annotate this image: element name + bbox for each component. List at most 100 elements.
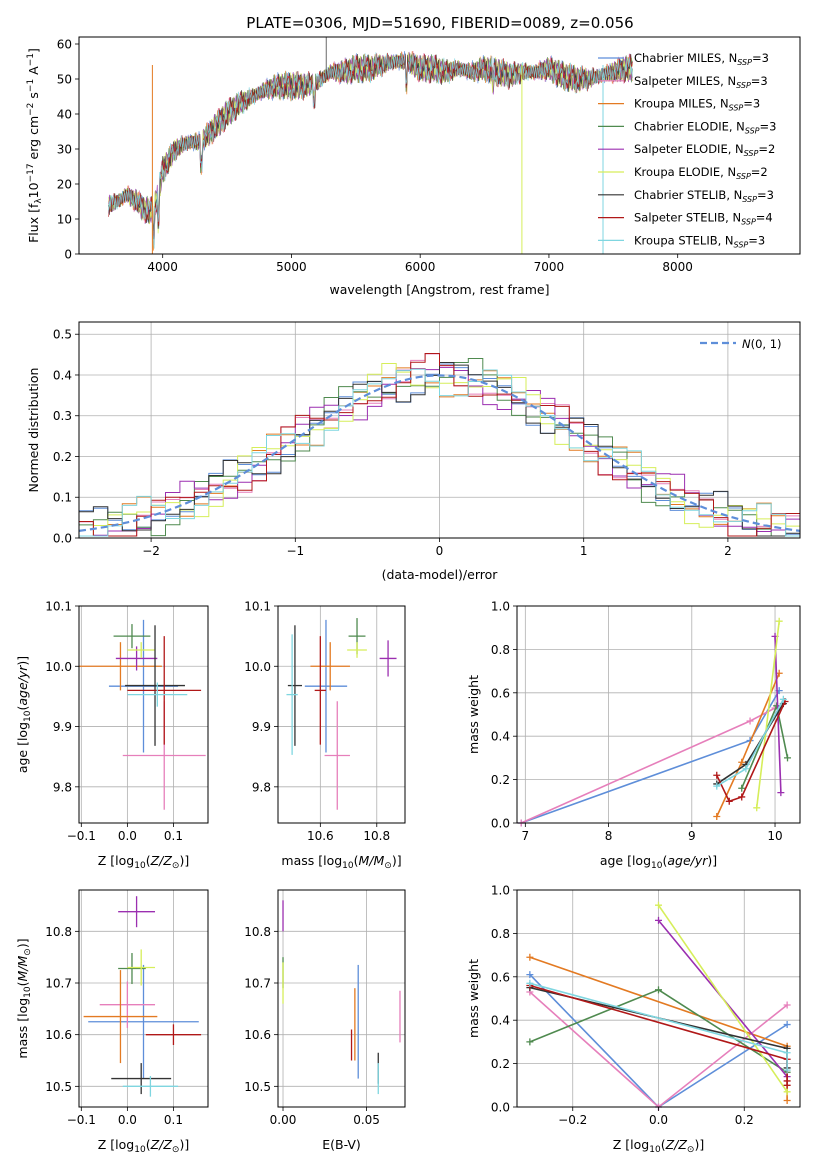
weight-series	[755, 621, 780, 808]
mass-weight-vs-Z-axes	[517, 889, 800, 1111]
y-tick-label: 10.0	[45, 660, 72, 674]
error-bar-point	[324, 701, 350, 810]
legend-label: Chabrier MILES, NSSP=3	[634, 51, 769, 67]
weight-marker	[783, 1096, 791, 1104]
x-tick-label: 9	[688, 829, 696, 843]
histogram-series	[79, 353, 800, 537]
weight-marker	[775, 617, 783, 625]
mass-weight-vs-age-axes	[517, 605, 800, 827]
error-bar-point	[127, 949, 156, 986]
y-tick-label: 10.1	[244, 600, 271, 614]
weight-marker	[725, 797, 733, 805]
y-tick-label: 9.9	[252, 720, 271, 734]
plot-frame	[78, 889, 209, 1108]
age-vs-mass-frame: 10.6 10.8 9.8 9.9 10.0 10.1	[244, 600, 406, 843]
weight-marker	[784, 754, 792, 762]
normal-curve	[78, 374, 801, 532]
weight-series	[774, 636, 782, 793]
y-tick-label: 10.8	[45, 925, 72, 939]
x-axis-label: Z [log10(Z/Z⊙)]	[98, 1137, 189, 1155]
error-bar-point	[145, 1024, 202, 1045]
x-tick-label: 0.0	[118, 1113, 137, 1127]
weight-marker	[783, 1049, 791, 1057]
y-axis-label: age [log10(age/yr)]	[15, 656, 33, 773]
age-vs-Z-frame: −0.1 0.0 0.1 9.8 9.9 10.0 10.1	[45, 600, 209, 843]
weight-marker	[713, 771, 721, 779]
y-tick-label: 60	[57, 38, 72, 52]
x-tick-label: 10.6	[307, 829, 334, 843]
residuals-frame: −2 −1 0 1 2 0.0 0.1 0.2 0.3 0.4 0.5	[53, 321, 801, 558]
mass-vs-Z-frame: −0.1 0.0 0.1 10.5 10.6 10.7 10.8	[45, 889, 209, 1127]
error-bar-point	[127, 682, 188, 707]
weight-marker	[526, 953, 534, 961]
x-tick-label: 0.05	[353, 1113, 380, 1127]
weight-marker	[783, 1001, 791, 1009]
error-bar-point	[113, 624, 151, 649]
weight-marker	[746, 717, 754, 725]
y-tick-label: 0.0	[53, 532, 72, 546]
x-tick-label: 0	[436, 544, 444, 558]
y-tick-label: 10.5	[244, 1080, 271, 1094]
y-tick-label: 1.0	[491, 884, 510, 898]
weight-marker	[655, 901, 662, 909]
y-tick-label: 0.6	[491, 686, 510, 700]
x-axis-label: (data-model)/error	[382, 567, 499, 582]
spectrum-legend: Chabrier MILES, NSSP=3 Salpeter MILES, NS…	[598, 51, 776, 249]
x-tick-label: 10	[767, 829, 782, 843]
y-tick-label: 0.4	[491, 1014, 510, 1028]
error-bar-point	[111, 1063, 172, 1095]
x-tick-label: −0.1	[67, 1113, 96, 1127]
x-axis-label: E(B-V)	[322, 1137, 361, 1152]
x-tick-label: 7	[522, 829, 530, 843]
x-axis-label: mass [log10(M/M⊙)]	[281, 853, 401, 871]
error-bar-point	[304, 619, 348, 753]
x-tick-label: −1	[286, 544, 304, 558]
y-tick-label: 0.0	[491, 817, 510, 831]
plot-layer: 4000 5000 6000 7000 80000102030405060Chabrie…	[15, 36, 801, 1155]
error-bar-point	[314, 636, 326, 745]
error-bar-point	[286, 634, 298, 755]
y-tick-label: 0.6	[491, 970, 510, 984]
y-tick-label: 10.1	[45, 600, 72, 614]
y-tick-label: 30	[57, 143, 72, 157]
histogram-series	[79, 368, 800, 537]
x-tick-label: −0.2	[558, 1113, 587, 1127]
y-axis-label: Flux [fλ10−17 erg cm−2 s−1 A−1]	[26, 48, 44, 243]
x-tick-label: 5000	[276, 260, 307, 274]
x-tick-label: 7000	[534, 260, 565, 274]
error-bar-point	[88, 964, 199, 1079]
y-tick-label: 10.0	[244, 660, 271, 674]
error-bar-point	[127, 636, 202, 745]
y-tick-label: 10.8	[244, 925, 271, 939]
y-tick-label: 10.5	[45, 1080, 72, 1094]
x-tick-label: −2	[142, 544, 160, 558]
legend-label: Salpeter STELIB, NSSP=4	[634, 211, 773, 227]
error-bar-point	[347, 642, 367, 658]
mass-vs-ebv-axes	[278, 890, 405, 1107]
weight-marker	[738, 793, 746, 801]
weight-marker	[655, 916, 662, 924]
spectrum-series	[108, 53, 633, 232]
y-tick-label: 10.6	[244, 1028, 271, 1042]
y-axis-label: mass weight	[466, 675, 481, 754]
y-tick-label: 9.9	[53, 720, 72, 734]
y-tick-label: 0	[64, 248, 72, 262]
mass-weight-vs-Z-frame: −0.2 0.0 0.2 0.0 0.2 0.4 0.6 0.8 1.0	[491, 884, 801, 1127]
weight-marker	[655, 986, 662, 994]
y-tick-label: 40	[57, 108, 72, 122]
residuals-axes	[78, 322, 801, 539]
y-tick-label: 0.2	[53, 450, 72, 464]
figure-title: PLATE=0306, MJD=51690, FIBERID=0089, z=0…	[246, 14, 633, 32]
y-tick-label: 0.2	[491, 773, 510, 787]
spectrum-series	[108, 52, 633, 240]
legend-label: Kroupa STELIB, NSSP=3	[634, 233, 765, 249]
y-tick-label: 10.6	[45, 1028, 72, 1042]
x-tick-label: 0.1	[164, 1113, 183, 1127]
error-bar-point	[79, 642, 162, 691]
y-axis-label: Normed distribution	[26, 368, 41, 493]
x-axis-label: Z [log10(Z/Z⊙)]	[613, 1137, 704, 1155]
x-tick-label: 2	[724, 544, 732, 558]
x-tick-label: 1	[580, 544, 588, 558]
y-tick-label: 50	[57, 73, 72, 87]
x-axis-label: Z [log10(Z/Z⊙)]	[98, 853, 189, 871]
